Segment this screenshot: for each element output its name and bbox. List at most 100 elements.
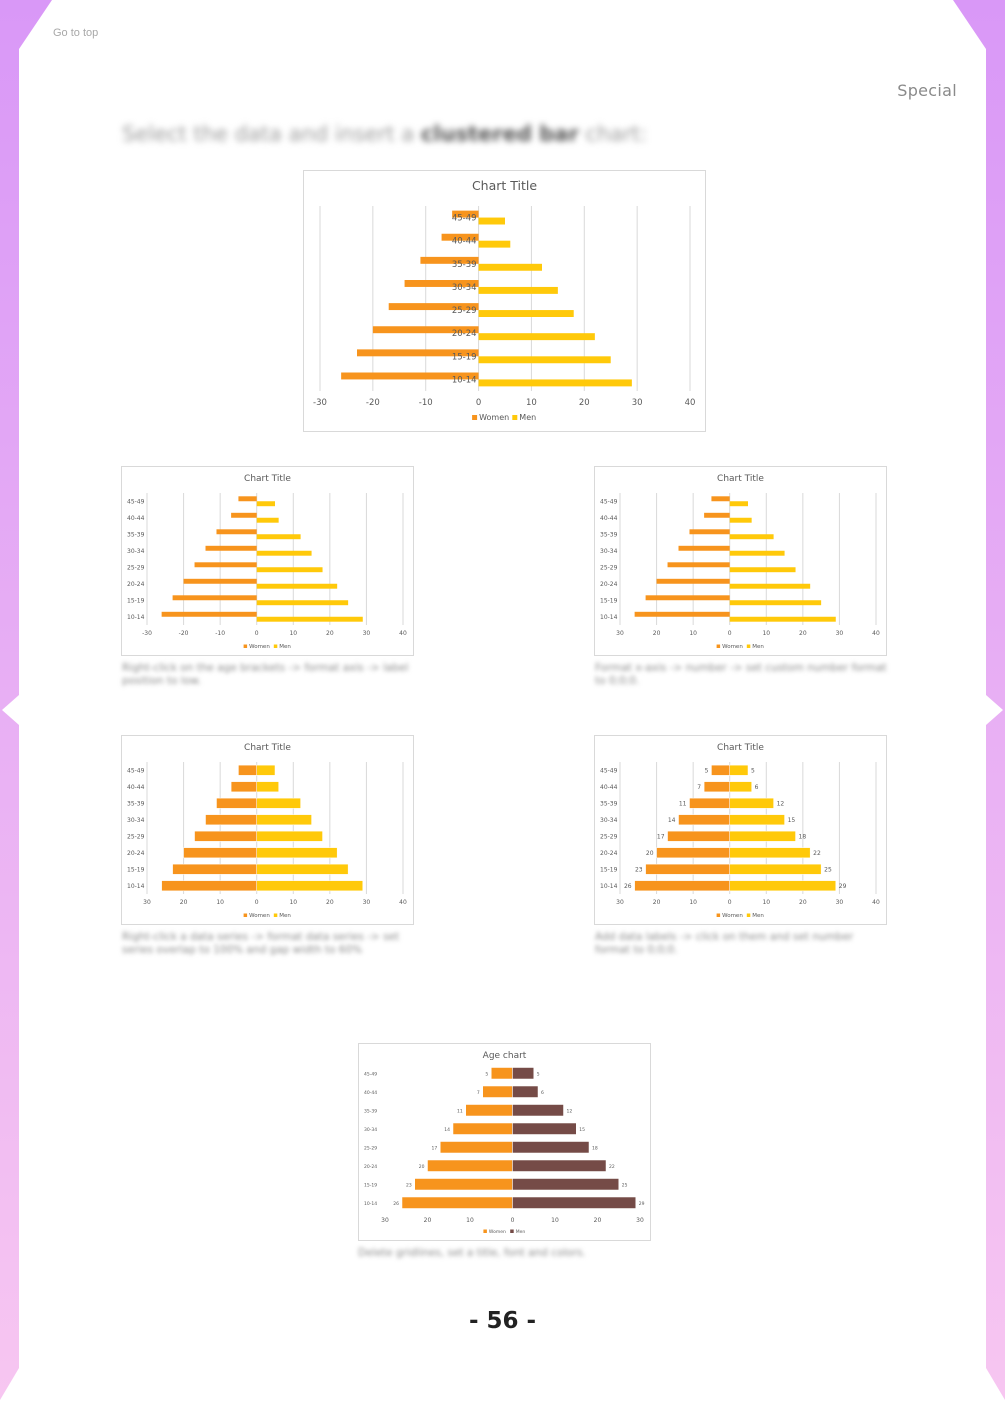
- bar-women: [404, 280, 479, 287]
- x-tick-label: 30: [143, 899, 151, 906]
- intro-text-before: Select the data and insert a: [122, 122, 421, 146]
- x-tick-label: 0: [476, 398, 481, 408]
- x-tick-label: 40: [685, 398, 696, 408]
- data-label: 25: [824, 866, 832, 873]
- bar-women: [205, 814, 257, 826]
- x-tick-label: 10: [216, 899, 224, 906]
- bar-women: [161, 611, 257, 617]
- chart-step1: Chart Title -30 -20 -10 0 10 20 30 40 45-49 40-44 3…: [303, 170, 706, 432]
- category-label: 45-49: [600, 498, 618, 505]
- data-label: 23: [406, 1182, 412, 1188]
- bar-women: [414, 1178, 513, 1191]
- data-label: 12: [777, 800, 785, 807]
- data-label: 29: [639, 1201, 645, 1207]
- bar-men: [256, 781, 279, 793]
- category-label: 40-44: [600, 784, 618, 791]
- category-label: 25-29: [452, 306, 477, 316]
- x-tick-label: 30: [363, 899, 371, 906]
- bar-men: [256, 567, 323, 573]
- data-label: 5: [537, 1071, 540, 1077]
- bar-women: [689, 529, 730, 535]
- bar-women: [357, 349, 479, 357]
- bar-women: [634, 611, 730, 617]
- data-label: 5: [751, 767, 755, 774]
- category-label: 10-14: [452, 375, 477, 385]
- category-label: 40-44: [364, 1090, 377, 1096]
- bar-men: [256, 550, 312, 556]
- category-label: 40-44: [600, 515, 618, 522]
- legend-swatch-men: [746, 913, 751, 917]
- legend-swatch-women: [243, 913, 248, 917]
- bar-men: [478, 333, 595, 341]
- category-label: 45-49: [127, 498, 145, 505]
- legend-label-women: Women: [479, 413, 509, 422]
- page-number: - 56 -: [468, 1308, 537, 1334]
- category-label: 45-49: [600, 767, 618, 774]
- legend-label-women: Women: [722, 644, 743, 650]
- bar-women: [645, 595, 730, 601]
- x-tick-label: -10: [419, 398, 433, 408]
- go-to-top-link[interactable]: Go to top: [53, 27, 99, 39]
- bar-women: [704, 512, 730, 518]
- category-label: 20-24: [600, 581, 618, 588]
- data-label: 14: [444, 1127, 450, 1133]
- data-label: 11: [457, 1108, 463, 1114]
- bar-men: [256, 583, 338, 589]
- data-label: 25: [622, 1182, 628, 1188]
- data-label: 7: [477, 1090, 480, 1096]
- chart-title: Chart Title: [244, 474, 291, 484]
- legend-swatch-men: [746, 644, 751, 648]
- bar-women: [183, 578, 257, 584]
- data-label: 5: [705, 767, 709, 774]
- bar-women: [216, 529, 257, 535]
- frame-left: [0, 0, 52, 1400]
- bar-men: [256, 534, 301, 540]
- category-label: 30-34: [364, 1127, 377, 1133]
- x-tick-label: -30: [313, 398, 327, 408]
- bar-women: [711, 496, 730, 502]
- bar-women: [238, 764, 257, 776]
- bar-women: [231, 512, 257, 518]
- category-label: 15-19: [600, 597, 618, 604]
- legend-label-men: Men: [752, 913, 764, 919]
- caption-step6: Delete gridlines, set a title, font and …: [358, 1247, 586, 1259]
- legend-swatch-women: [472, 415, 478, 420]
- category-label: 40-44: [452, 237, 477, 247]
- category-label: 25-29: [127, 833, 145, 840]
- bar-women: [482, 1085, 513, 1098]
- legend-label-men: Men: [279, 913, 291, 919]
- legend-swatch-women: [243, 644, 248, 648]
- legend-label-men: Men: [279, 644, 291, 650]
- category-label: 25-29: [600, 564, 618, 571]
- chart-final-age: Age chart 30 20 10 0 10 20 30 5 5 45-49 7 6 40-44 11 12…: [358, 1043, 651, 1241]
- section-label: Special: [897, 81, 957, 100]
- chart-step2: Chart Title -30 -20 -10 0 10 20 30 40 45-49 40-44 3…: [121, 466, 414, 656]
- data-label: 12: [567, 1108, 573, 1114]
- bar-men: [256, 764, 276, 776]
- bar-women: [689, 797, 730, 809]
- data-label: 22: [609, 1164, 615, 1170]
- chart-title: Chart Title: [717, 743, 764, 753]
- legend-label-women: Women: [249, 913, 270, 919]
- bar-men: [729, 616, 836, 622]
- x-tick-label: 40: [399, 630, 407, 637]
- bar-women: [465, 1104, 513, 1117]
- chart-step4: Chart Title 30 20 10 0 10 20 30 40 45-49 40-44 35-3…: [121, 735, 414, 925]
- data-label: 17: [432, 1145, 438, 1151]
- bar-men: [729, 600, 822, 606]
- x-tick-label: 20: [579, 398, 590, 408]
- category-label: 10-14: [364, 1201, 377, 1207]
- chart-step3: Chart Title 30 20 10 0 10 20 30 40 45-49 40-44 35-3…: [594, 466, 887, 656]
- category-label: 15-19: [127, 866, 145, 873]
- category-label: 30-34: [600, 817, 618, 824]
- x-tick-label: -20: [179, 630, 189, 637]
- x-tick-label: -20: [366, 398, 380, 408]
- intro-text-bold: clustered bar: [420, 122, 579, 146]
- category-label: 25-29: [364, 1145, 377, 1151]
- bar-men: [729, 830, 796, 842]
- bar-men: [729, 501, 748, 507]
- category-label: 20-24: [452, 329, 477, 339]
- legend-label-women: Women: [249, 644, 270, 650]
- category-label: 45-49: [127, 767, 145, 774]
- caption-step2: Right-click on the age brackets -> forma…: [122, 662, 409, 687]
